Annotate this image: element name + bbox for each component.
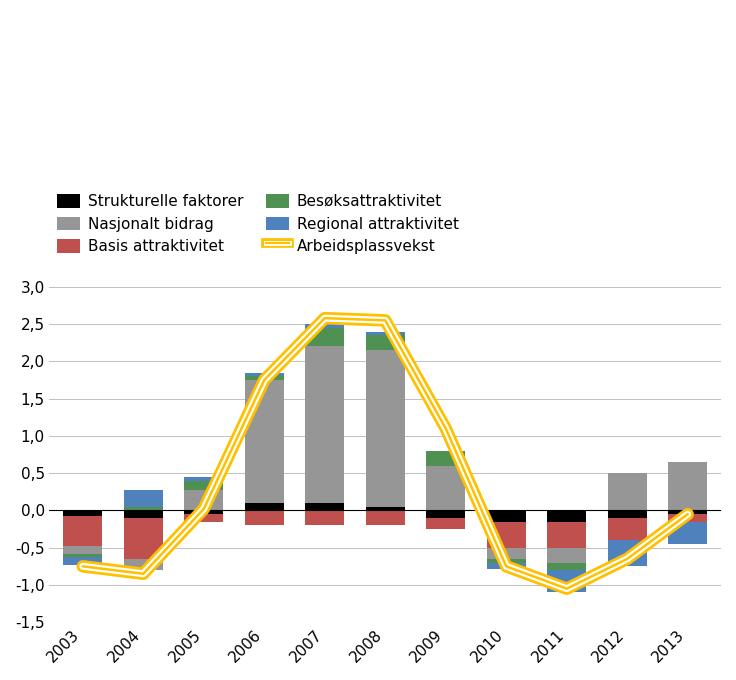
Bar [63,558,102,565]
Bar [63,554,102,558]
Bar [668,522,707,544]
Bar [486,547,526,559]
Bar [486,559,526,562]
Bar [63,511,102,516]
Bar [305,324,344,328]
Bar [366,332,405,335]
Bar [547,570,587,592]
Bar [124,507,163,511]
Bar [608,473,647,511]
Bar [366,335,405,350]
Bar [244,511,284,526]
Bar [547,562,587,570]
Bar [305,328,344,347]
Legend: Strukturelle faktorer, Nasjonalt bidrag, Basis attraktivitet, Besøksattraktivite: Strukturelle faktorer, Nasjonalt bidrag,… [57,194,459,254]
Bar [305,347,344,503]
Bar [124,518,163,559]
Bar [244,503,284,511]
Bar [426,451,465,466]
Bar [608,518,647,540]
Bar [366,350,405,507]
Bar [366,507,405,511]
Bar [486,511,526,522]
Bar [426,511,465,518]
Bar [547,522,587,547]
Bar [244,380,284,503]
Bar [124,490,163,507]
Bar [486,522,526,547]
Bar [184,481,224,490]
Bar [63,516,102,546]
Bar [184,490,224,511]
Bar [426,466,465,511]
Bar [184,477,224,481]
Bar [608,540,647,566]
Bar [668,462,707,511]
Bar [124,559,163,570]
Bar [486,562,526,568]
Bar [547,511,587,522]
Bar [668,511,707,514]
Bar [426,518,465,529]
Bar [668,514,707,522]
Bar [184,514,224,522]
Bar [184,511,224,514]
Bar [63,546,102,554]
Bar [366,511,405,526]
Bar [305,503,344,511]
Bar [124,511,163,518]
Bar [547,547,587,562]
Bar [608,511,647,518]
Bar [244,376,284,380]
Bar [244,373,284,376]
Bar [305,511,344,526]
